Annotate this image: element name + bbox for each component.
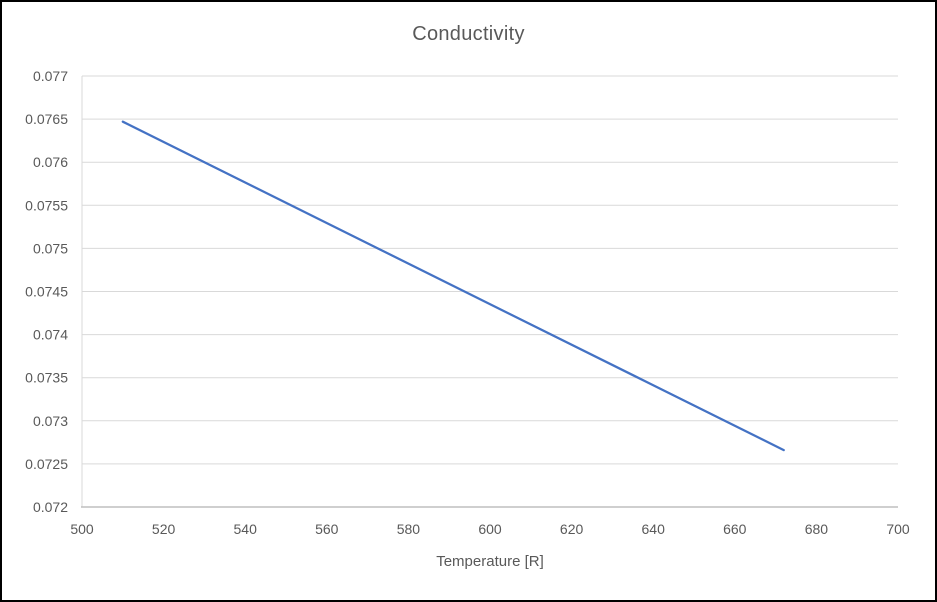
- x-tick-label: 560: [315, 521, 339, 537]
- y-tick-label: 0.073: [33, 413, 68, 429]
- x-tick-label: 540: [234, 521, 258, 537]
- x-tick-label: 620: [560, 521, 584, 537]
- x-tick-label: 500: [70, 521, 94, 537]
- y-tick-label: 0.077: [33, 68, 68, 84]
- y-tick-label: 0.0735: [25, 370, 68, 386]
- y-tick-label: 0.0765: [25, 111, 68, 127]
- y-tick-label: 0.0745: [25, 284, 68, 300]
- y-tick-label: 0.076: [33, 154, 68, 170]
- x-tick-label: 600: [478, 521, 502, 537]
- y-tick-label: 0.074: [33, 327, 68, 343]
- x-tick-label: 580: [397, 521, 421, 537]
- x-tick-label: 700: [886, 521, 910, 537]
- y-axis-labels: 0.072 0.0725 0.073 0.0735 0.074 0.0745 0.075 0.…: [25, 68, 68, 515]
- chart-title: Conductivity: [412, 23, 525, 45]
- y-tick-label: 0.0755: [25, 197, 68, 213]
- y-tick-label: 0.072: [33, 499, 68, 515]
- x-axis-title: Temperature [R]: [436, 553, 544, 570]
- x-tick-label: 520: [152, 521, 176, 537]
- x-axis-labels: 500 520 540 560 580 600 620 640 660 680 700: [70, 521, 910, 537]
- y-tick-label: 0.0725: [25, 456, 68, 472]
- x-tick-label: 680: [805, 521, 829, 537]
- y-tick-label: 0.075: [33, 240, 68, 256]
- gridlines: [82, 75, 898, 508]
- x-tick-label: 660: [723, 521, 747, 537]
- x-tick-label: 640: [642, 521, 666, 537]
- series-line-conductivity: [121, 120, 785, 452]
